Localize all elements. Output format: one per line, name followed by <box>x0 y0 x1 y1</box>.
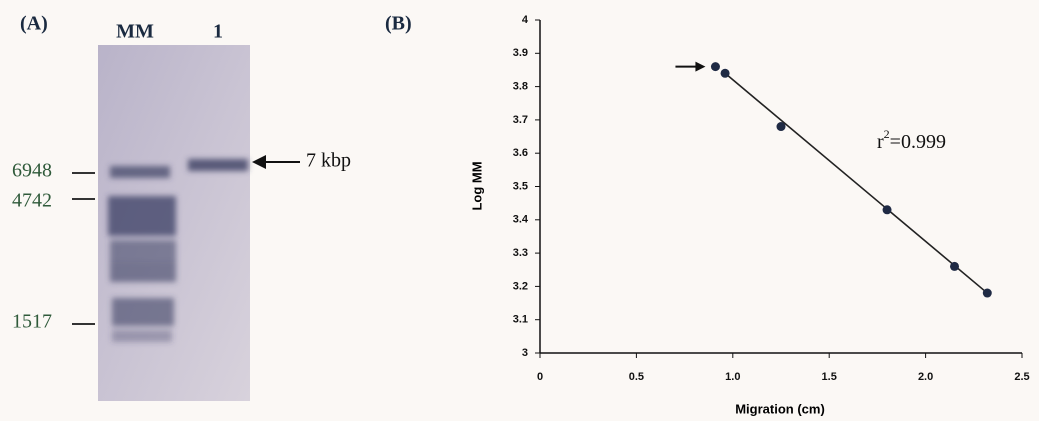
marker-label: 1517 <box>12 311 52 333</box>
x-tick-label: 1.0 <box>725 371 740 383</box>
y-tick-label: 3.2 <box>513 280 528 292</box>
x-tick-label: 0.5 <box>629 371 644 383</box>
y-tick-label: 3.5 <box>513 180 528 192</box>
marker-label: 6948 <box>12 160 52 182</box>
y-tick-label: 3.9 <box>513 47 528 59</box>
panel-label: (A) <box>20 13 48 35</box>
y-tick-label: 4 <box>522 14 529 26</box>
point <box>950 262 959 271</box>
x-tick-label: 2.0 <box>918 371 933 383</box>
point <box>777 122 786 131</box>
panel-label: (B) <box>385 13 412 35</box>
point <box>983 289 992 298</box>
y-tick-label: 3.4 <box>513 214 529 226</box>
y-tick-label: 3.7 <box>513 114 528 126</box>
x-tick-label: 2.5 <box>1014 371 1029 383</box>
y-tick-label: 3 <box>522 347 528 359</box>
point <box>721 69 730 78</box>
arrow-head <box>695 62 705 72</box>
panel-a: (A) MM 1 6948 4742 1517 7 kbp <box>12 13 351 401</box>
y-tick-label: 3.6 <box>513 147 528 159</box>
x-axis-label: Migration (cm) <box>735 401 825 416</box>
band-label: 7 kbp <box>306 150 351 172</box>
y-axis-label: Log MM <box>469 161 484 210</box>
annotation: r2=0.999 <box>877 127 946 153</box>
point <box>711 62 720 71</box>
x-tick-label: 0 <box>537 371 543 383</box>
panel-b: (B) Migration (cm) Log MM r2=0.999 3 3.1 3… <box>385 13 1030 417</box>
figure: (A) MM 1 6948 4742 1517 7 kbp (B) Migrat… <box>0 0 1039 421</box>
marker-label: 4742 <box>12 190 52 212</box>
point <box>883 205 892 214</box>
y-tick-label: 3.8 <box>513 81 528 93</box>
fit-line <box>725 73 987 293</box>
x-tick-label: 1.5 <box>822 371 837 383</box>
y-tick-label: 3.3 <box>513 247 528 259</box>
lane-label: MM <box>116 21 154 43</box>
lane-label: 1 <box>213 21 223 43</box>
arrow-head <box>252 155 266 169</box>
y-tick-label: 3.1 <box>513 314 528 326</box>
